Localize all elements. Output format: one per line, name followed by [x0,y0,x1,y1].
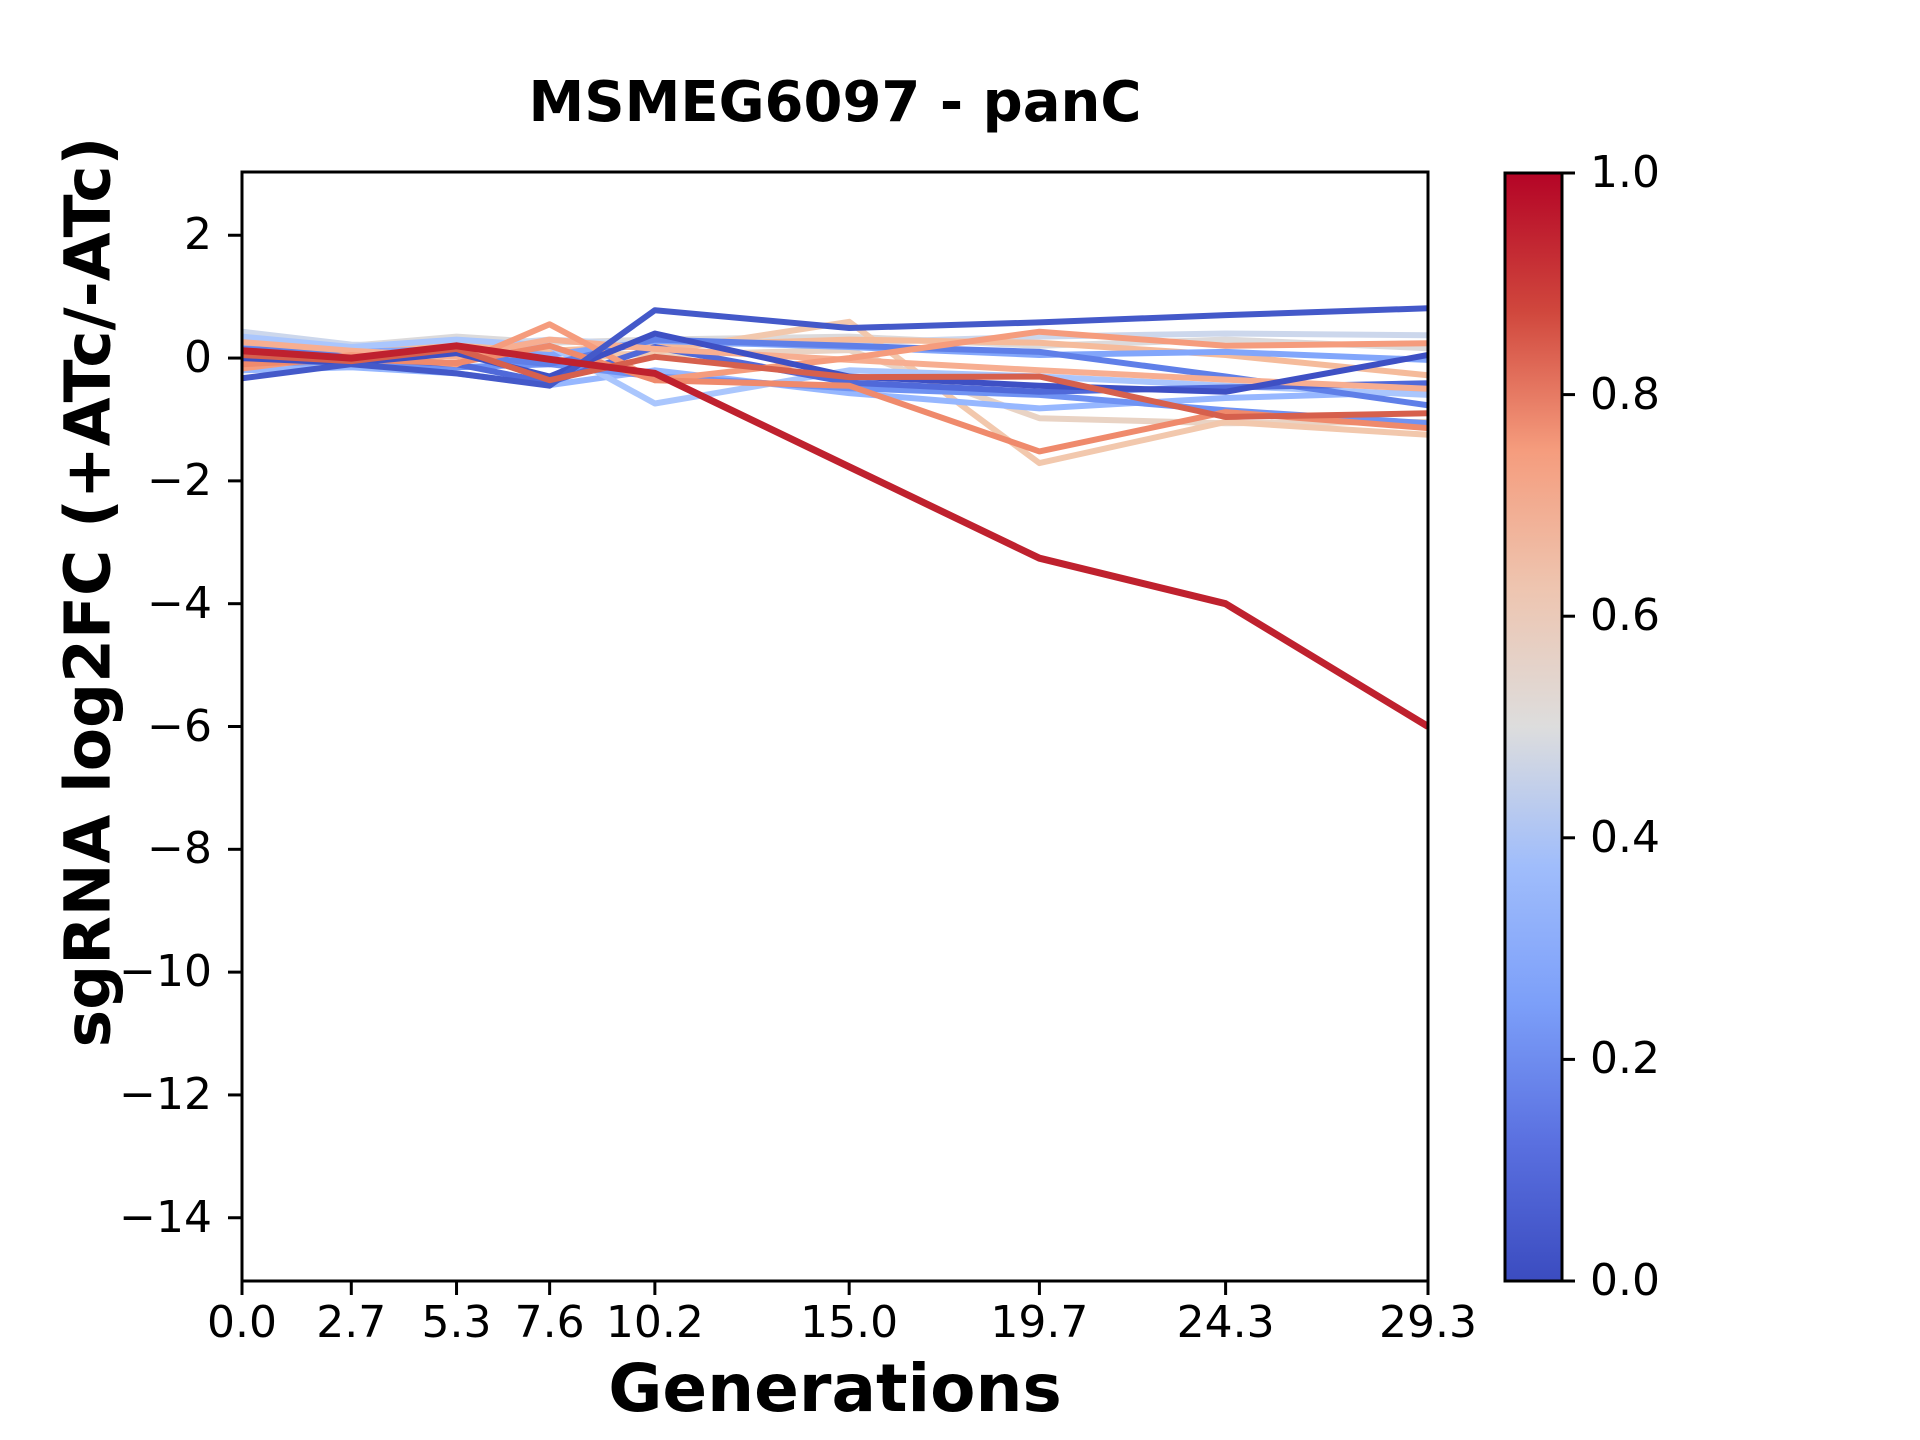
y-tick-label: −10 [119,946,212,998]
y-tick-label: −6 [147,700,212,752]
chart-title: MSMEG6097 - panC [528,70,1142,135]
series-line-16 [242,305,1428,389]
series-lines [242,305,1428,730]
tick-marks [228,233,1430,1295]
x-tick-label: 29.3 [1379,1297,1477,1348]
x-tick-label: 7.6 [514,1297,585,1348]
colorbar-tick-label: 0.4 [1590,811,1660,863]
x-axis-label: Generations [608,1350,1062,1427]
series-line-18 [242,342,1428,730]
colorbar-tick-label: 0.8 [1590,368,1660,420]
y-tick-label: 2 [184,209,212,261]
y-tick-label: −14 [119,1191,212,1243]
x-tick-label: 19.7 [990,1297,1089,1348]
series-line-8 [242,333,1428,407]
colorbar-frame [1503,171,1564,1283]
y-tick-label: −2 [147,454,212,506]
x-tick-label: 2.7 [316,1297,387,1348]
colorbar-tick-label: 0.6 [1590,590,1660,642]
x-tick-label: 0.0 [207,1297,277,1348]
y-tick-label: −12 [119,1068,212,1120]
colorbar-tick-label: 1.0 [1590,147,1660,198]
y-tick-label: 0 [184,332,212,384]
colorbar-gradient [1505,173,1562,1281]
x-tick-label: 24.3 [1176,1297,1275,1348]
colorbar-tick-label: 0.2 [1590,1033,1660,1085]
y-tick-label: −4 [147,577,212,629]
x-tick-label: 10.2 [605,1297,704,1348]
colorbar-tick-label: 0.0 [1590,1255,1660,1306]
x-tick-label: 5.3 [421,1297,492,1348]
x-tick-label: 15.0 [800,1297,899,1348]
y-tick-label: −8 [147,823,212,875]
